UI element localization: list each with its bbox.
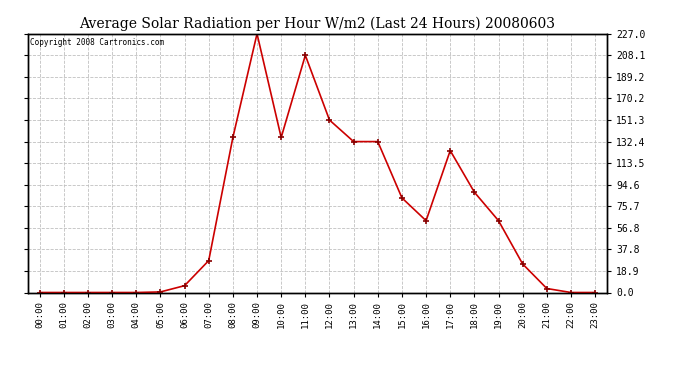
- Title: Average Solar Radiation per Hour W/m2 (Last 24 Hours) 20080603: Average Solar Radiation per Hour W/m2 (L…: [79, 17, 555, 31]
- Text: Copyright 2008 Cartronics.com: Copyright 2008 Cartronics.com: [30, 38, 165, 46]
